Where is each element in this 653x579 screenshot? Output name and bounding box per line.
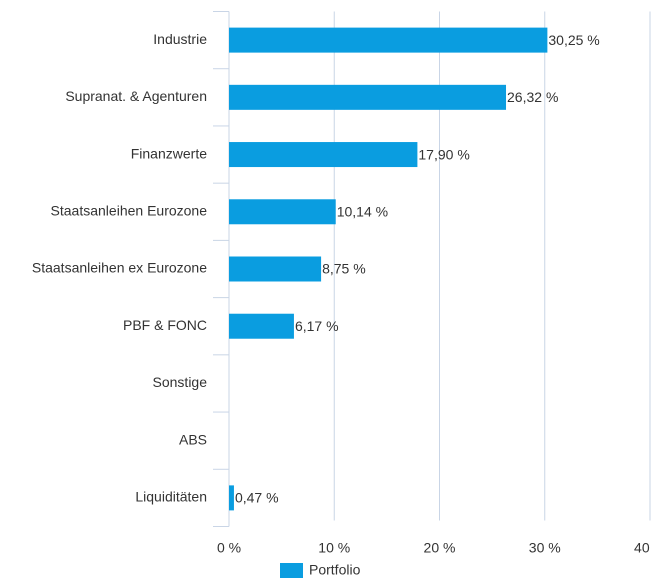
value-label: 17,90 %: [418, 146, 469, 162]
bar: [229, 27, 548, 53]
y-tick-label: Sonstige: [153, 374, 208, 390]
x-tick-label: 10 %: [318, 540, 350, 556]
x-tick-label: 0 %: [217, 540, 241, 556]
y-tick-label: Industrie: [153, 31, 207, 47]
bar: [229, 256, 322, 282]
bar: [229, 199, 336, 225]
y-tick-label: Finanzwerte: [131, 145, 207, 161]
value-label: 6,17 %: [295, 318, 339, 334]
y-tick-label: ABS: [179, 431, 207, 447]
x-tick-label: 40 %: [634, 540, 653, 556]
bar: [229, 485, 234, 511]
y-tick-label: Liquiditäten: [135, 489, 207, 505]
y-tick-label: Staatsanleihen ex Eurozone: [32, 260, 207, 276]
y-tick-label: Supranat. & Agenturen: [65, 88, 207, 104]
y-tick-label: Staatsanleihen Eurozone: [51, 202, 208, 218]
value-label: 26,32 %: [507, 89, 558, 105]
y-tick-label: PBF & FONC: [123, 317, 207, 333]
value-label: 10,14 %: [337, 203, 388, 219]
x-tick-label: 20 %: [424, 540, 456, 556]
bar: [229, 84, 507, 110]
value-label: 30,25 %: [548, 32, 599, 48]
legend-swatch: [280, 563, 303, 578]
bar: [229, 313, 294, 339]
value-label: 0,47 %: [235, 490, 279, 506]
x-tick-label: 30 %: [529, 540, 561, 556]
bar: [229, 142, 418, 168]
value-label: 8,75 %: [322, 261, 366, 277]
legend-label: Portfolio: [309, 562, 361, 578]
